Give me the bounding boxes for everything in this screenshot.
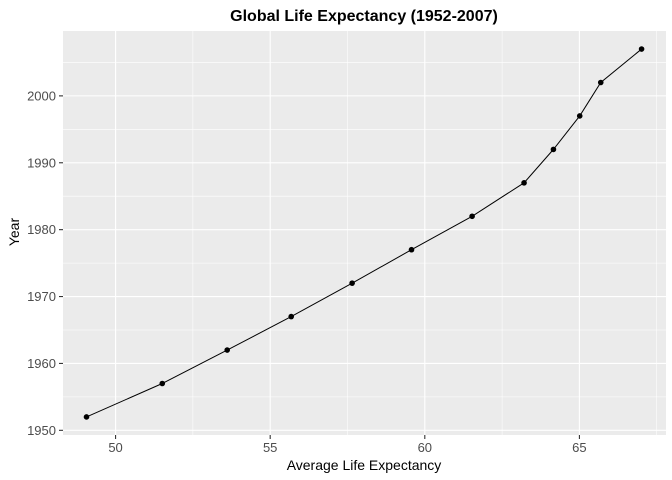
data-point [638, 46, 645, 52]
series-line [86, 48, 642, 418]
minor-grid [63, 31, 666, 435]
y-axis-title: Year [6, 218, 22, 247]
y-tick-label: 1950 [27, 423, 56, 438]
chart-title: Global Life Expectancy (1952-2007) [230, 8, 498, 25]
x-tick-label: 55 [263, 440, 277, 455]
plot-panel [63, 31, 666, 435]
y-tick-label: 1960 [27, 356, 56, 371]
data-point [159, 380, 166, 387]
y-tick-label: 1980 [27, 222, 56, 237]
y-tick-label: 1970 [27, 289, 56, 304]
x-tick-label: 60 [418, 440, 432, 455]
y-tick-label: 2000 [27, 88, 56, 103]
y-tick-label: 1990 [27, 155, 56, 170]
data-point [597, 79, 604, 86]
x-axis-title: Average Life Expectancy [287, 457, 442, 473]
x-tick-label: 65 [572, 440, 586, 455]
data-point [550, 146, 557, 153]
data-point [288, 313, 295, 320]
major-grid [63, 31, 666, 435]
data-point [349, 280, 355, 286]
x-axis: 50 55 60 65 [108, 435, 587, 455]
data-point [408, 246, 415, 253]
data-series [83, 46, 645, 420]
data-point [469, 213, 475, 220]
data-point [224, 347, 231, 353]
x-tick-label: 50 [108, 440, 122, 455]
data-point [521, 180, 527, 186]
data-point [83, 414, 90, 420]
data-point [576, 113, 583, 119]
y-axis: 1950 1960 1970 1980 1990 2000 [27, 88, 63, 438]
